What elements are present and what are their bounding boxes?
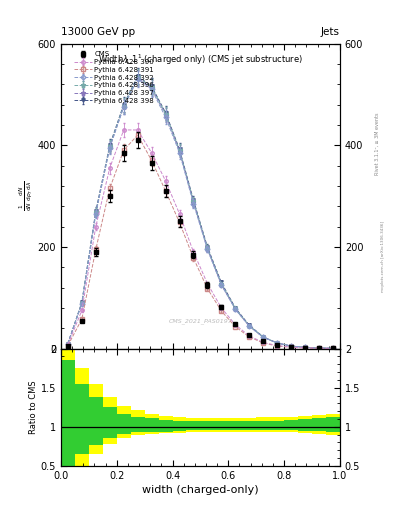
Text: mcplots.cern.ch [arXiv:1306.3436]: mcplots.cern.ch [arXiv:1306.3436] xyxy=(381,221,385,291)
Y-axis label: Ratio to CMS: Ratio to CMS xyxy=(29,380,38,434)
Text: CMS_2021_PAS0197: CMS_2021_PAS0197 xyxy=(169,318,232,324)
Legend: CMS, Pythia 6.428 390, Pythia 6.428 391, Pythia 6.428 392, Pythia 6.428 396, Pyt: CMS, Pythia 6.428 390, Pythia 6.428 391,… xyxy=(73,50,155,105)
Text: Jets: Jets xyxy=(321,27,340,37)
X-axis label: width (charged-only): width (charged-only) xyxy=(142,485,259,495)
Y-axis label: $\frac{1}{\mathrm{d}N}\,\frac{\mathrm{d}N}{\mathrm{d}p_T\,\mathrm{d}\lambda}$: $\frac{1}{\mathrm{d}N}\,\frac{\mathrm{d}… xyxy=(18,181,35,211)
Text: Width$\lambda$_1$^1$ (charged only) (CMS jet substructure): Width$\lambda$_1$^1$ (charged only) (CMS… xyxy=(98,53,303,67)
Text: 13000 GeV pp: 13000 GeV pp xyxy=(61,27,135,37)
Text: Rivet 3.1.1⁰, ≥ 3M events: Rivet 3.1.1⁰, ≥ 3M events xyxy=(375,112,380,175)
